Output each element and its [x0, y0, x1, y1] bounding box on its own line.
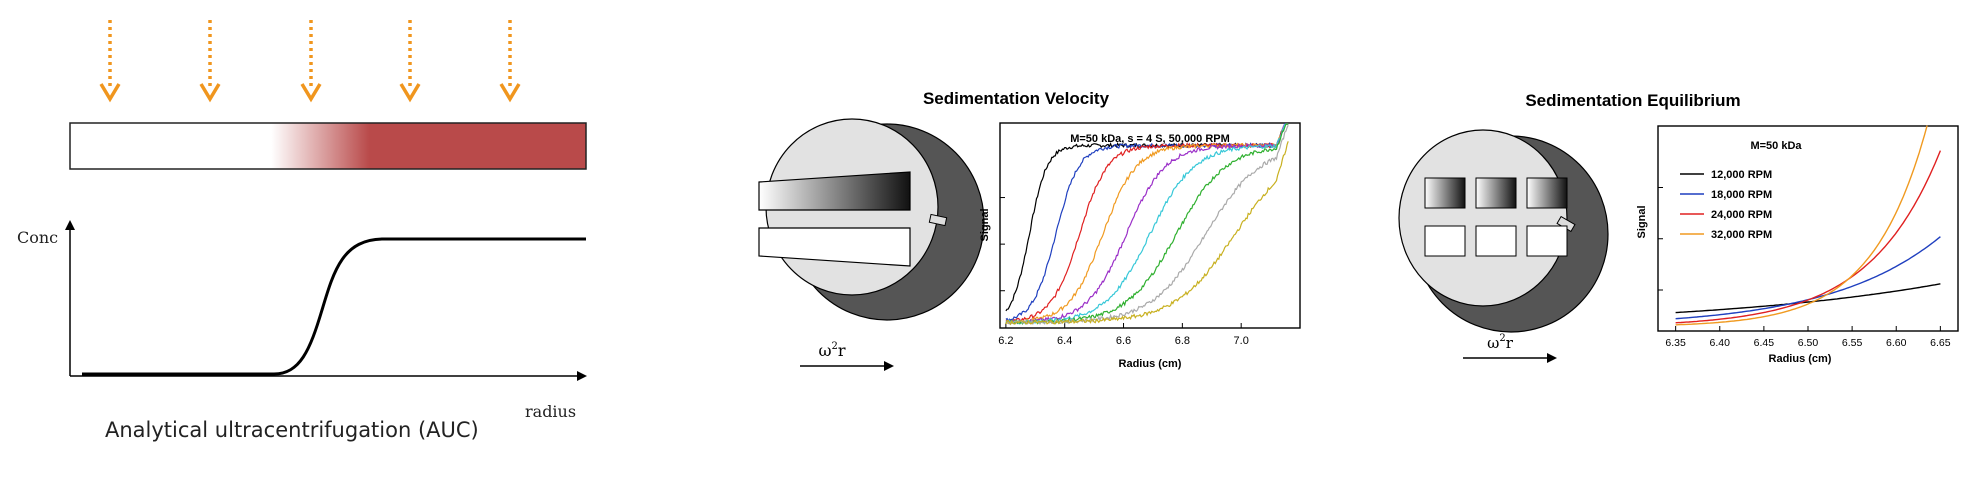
velocity-annotation: M=50 kDa, s = 4 S, 50,000 RPM: [1070, 133, 1230, 145]
force-arrow: [499, 20, 521, 103]
velocity-x-tick-label: 7.0: [1234, 335, 1249, 347]
equilibrium-legend: 12,000 RPM 18,000 RPM 24,000 RPM 32,000 RPM: [1680, 169, 1772, 241]
equilibrium-panel: Sedimentation Equilibrium ω2r 6.35 6.40 6.…: [1398, 91, 1959, 365]
equilibrium-plot-frame: [1657, 125, 1959, 332]
force-arrow: [399, 20, 421, 103]
centrifugal-force-arrows: [99, 20, 521, 103]
equilibrium-x-tick-label: 6.65: [1930, 337, 1951, 349]
sample-sector-cell: [758, 171, 911, 211]
equilibrium-x-tick-label: 6.40: [1710, 337, 1731, 349]
equilibrium-sample-cell-2: [1475, 177, 1517, 209]
equilibrium-x-tick-label: 6.50: [1798, 337, 1819, 349]
velocity-xlabel: Radius (cm): [1119, 358, 1182, 370]
equilibrium-reference-cell-3: [1526, 225, 1568, 257]
velocity-series-line: [1005, 123, 1289, 326]
force-arrow: [199, 20, 221, 103]
equilibrium-rotor: ω2r: [1398, 129, 1609, 363]
velocity-rotor-label: ω2r: [818, 341, 845, 360]
velocity-series: [1005, 123, 1289, 326]
equilibrium-x-ticks: 6.35 6.40 6.45 6.50 6.55 6.60 6.65: [1658, 187, 1951, 349]
equilibrium-sample-cell-3: [1526, 177, 1568, 209]
equilibrium-legend-label: 32,000 RPM: [1711, 229, 1772, 241]
velocity-x-ticks: 6.2 6.4 6.6 6.8 7.0: [998, 197, 1249, 347]
equilibrium-ylabel: Signal: [1636, 205, 1648, 238]
equilibrium-legend-title: M=50 kDa: [1750, 140, 1802, 152]
equilibrium-xlabel: Radius (cm): [1769, 353, 1832, 365]
force-arrow: [300, 20, 322, 103]
velocity-title: Sedimentation Velocity: [923, 89, 1110, 108]
velocity-series-line: [1005, 141, 1289, 326]
concentration-boundary-curve: [82, 237, 586, 376]
force-arrow: [99, 20, 121, 103]
equilibrium-reference-cell-2: [1475, 225, 1517, 257]
equilibrium-legend-label: 18,000 RPM: [1711, 189, 1772, 201]
figure-caption: Analytical ultracentrifugation (AUC): [105, 418, 479, 442]
velocity-chart: 6.2 6.4 6.6 6.8 7.0 M=50 kDa, s = 4 S, 50,00…: [979, 122, 1301, 370]
equilibrium-x-tick-label: 6.55: [1842, 337, 1863, 349]
equilibrium-sample-cell-1: [1424, 177, 1466, 209]
velocity-series-line: [1005, 123, 1289, 325]
equilibrium-x-tick-label: 6.35: [1665, 337, 1686, 349]
velocity-rotor: ω2r: [758, 118, 985, 371]
velocity-x-tick-label: 6.6: [1116, 335, 1131, 347]
equilibrium-x-tick-label: 6.60: [1886, 337, 1907, 349]
velocity-x-tick-label: 6.2: [998, 335, 1013, 347]
equilibrium-series-line: [1675, 150, 1942, 324]
equilibrium-series: [1675, 125, 1942, 326]
equilibrium-rotor-label: ω2r: [1487, 333, 1514, 352]
equilibrium-x-tick-label: 6.45: [1754, 337, 1775, 349]
equilibrium-series-line: [1675, 125, 1928, 326]
radius-axis-label: radius: [525, 402, 576, 421]
reference-sector-cell: [758, 227, 911, 267]
velocity-x-tick-label: 6.4: [1057, 335, 1072, 347]
equilibrium-title: Sedimentation Equilibrium: [1525, 91, 1740, 110]
velocity-ylabel: Signal: [979, 208, 991, 241]
velocity-plot-frame: [999, 122, 1301, 329]
velocity-x-tick-label: 6.8: [1175, 335, 1190, 347]
equilibrium-chart: 6.35 6.40 6.45 6.50 6.55 6.60 6.65 M=50 kDa 12…: [1636, 125, 1959, 365]
equilibrium-reference-cell-1: [1424, 225, 1466, 257]
equilibrium-legend-label: 12,000 RPM: [1711, 169, 1772, 181]
sample-cell-band: [69, 122, 587, 170]
velocity-series-line: [1005, 123, 1289, 325]
left-panel: Conc radius: [17, 20, 587, 421]
conc-axis-label: Conc: [17, 228, 58, 247]
equilibrium-legend-label: 24,000 RPM: [1711, 209, 1772, 221]
velocity-panel: Sedimentation Velocity ω2r 6.2 6.4 6.6 6.8 7…: [758, 89, 1301, 371]
equilibrium-series-line: [1675, 283, 1941, 314]
